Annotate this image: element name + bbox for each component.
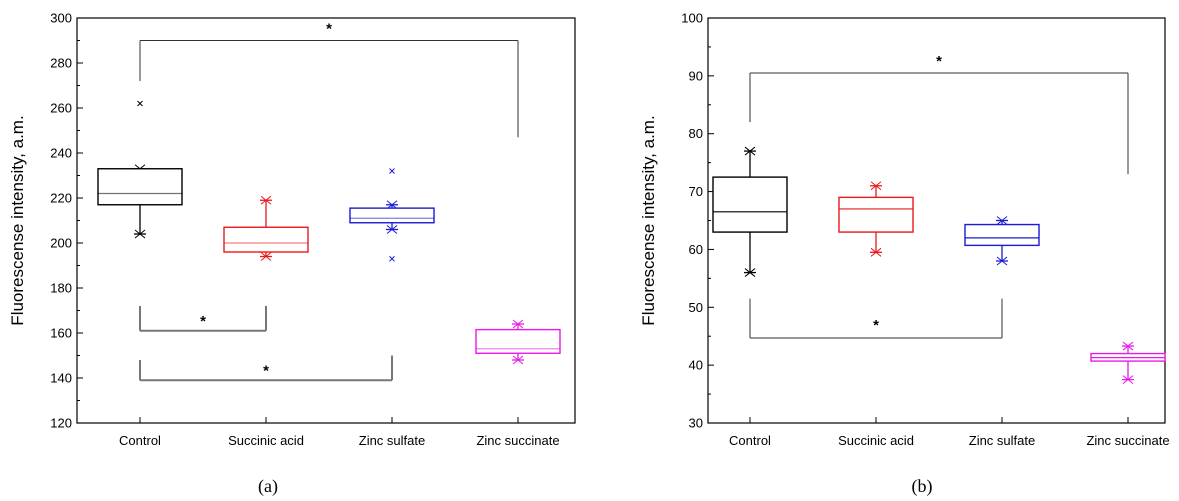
whisker-cap-mark xyxy=(870,181,882,191)
significance-star: * xyxy=(873,317,879,334)
whisker-cap-mark xyxy=(512,355,524,365)
box-zinc-succinate xyxy=(1090,341,1166,384)
x-tick-label: Zinc succinate xyxy=(476,433,559,448)
x-tick-label: Zinc sulfate xyxy=(359,433,425,448)
whisker-cap-mark xyxy=(996,256,1008,266)
panel-label: (a) xyxy=(258,476,278,497)
x-tick-label: Zinc succinate xyxy=(1086,433,1169,448)
significance-star: * xyxy=(936,53,942,70)
box-body xyxy=(97,168,183,206)
box-body xyxy=(223,226,309,253)
box-succinic-acid xyxy=(223,195,309,261)
panel-label: (b) xyxy=(912,476,933,497)
whisker-cap-mark xyxy=(1122,375,1134,384)
outlier-point xyxy=(389,168,395,174)
significance-star: * xyxy=(326,21,332,38)
significance-star: * xyxy=(200,313,206,330)
box-zinc-sulfate xyxy=(349,168,435,262)
box-succinic-acid xyxy=(838,181,914,257)
whisker-cap-mark xyxy=(1122,341,1134,351)
y-tick-label: 180 xyxy=(50,281,72,296)
panel-a: 120 140 160 180 200 220 240 260 280 300 Fluorescen… xyxy=(8,11,576,497)
outlier-point xyxy=(137,100,143,107)
y-tick-label: 50 xyxy=(689,300,703,315)
significance-bracket: * xyxy=(749,53,1129,175)
whisker-cap-mark xyxy=(512,319,524,329)
box-body xyxy=(475,328,561,354)
significance-bracket: * xyxy=(749,298,1003,339)
y-tick-label: 260 xyxy=(50,101,72,116)
y-tick-label: 80 xyxy=(689,126,703,141)
significance-bracket: * xyxy=(139,355,393,382)
whisker-cap-mark xyxy=(260,195,272,205)
whisker-cap-mark xyxy=(744,146,756,156)
significance-star: * xyxy=(263,362,269,379)
y-tick-label: 280 xyxy=(50,56,72,71)
y-tick-label: 160 xyxy=(50,326,72,341)
x-tick-label: Control xyxy=(729,433,771,448)
y-tick-label: 300 xyxy=(50,11,72,26)
y-tick-label: 60 xyxy=(689,242,703,257)
whisker-cap-mark xyxy=(996,216,1008,225)
x-tick-label: Control xyxy=(119,433,161,448)
whisker-cap-mark xyxy=(386,225,398,234)
significance-bracket: * xyxy=(139,306,267,332)
y-axis-label: Fluorescense intensity, a.m. xyxy=(639,115,658,325)
whisker-cap-mark xyxy=(260,252,272,261)
y-tick-label: 240 xyxy=(50,146,72,161)
whisker-cap-mark xyxy=(386,200,398,210)
box-zinc-sulfate xyxy=(964,216,1040,266)
box-body xyxy=(712,176,788,233)
y-tick-label: 140 xyxy=(50,371,72,386)
whisker-cap-mark xyxy=(870,247,882,257)
x-tick-label: Zinc sulfate xyxy=(969,433,1035,448)
significance-bracket: * xyxy=(139,21,519,138)
y-tick-label: 100 xyxy=(681,11,703,26)
outlier-point xyxy=(389,255,395,262)
box-control xyxy=(712,146,788,277)
plot-frame xyxy=(76,17,576,424)
panel-b: 30 40 50 60 70 80 90 100 Fluorescense intensity,… xyxy=(639,11,1170,498)
y-tick-label: 120 xyxy=(50,416,72,431)
box-control xyxy=(97,100,183,239)
y-tick-label: 90 xyxy=(689,68,703,83)
y-tick-label: 30 xyxy=(689,416,703,431)
x-tick-label: Succinic acid xyxy=(838,433,914,448)
box-body xyxy=(964,223,1040,247)
box-body xyxy=(838,196,914,233)
y-axis-label: Fluorescense intensity, a.m. xyxy=(8,115,27,325)
y-tick-label: 40 xyxy=(689,358,703,373)
whisker-cap-mark xyxy=(744,268,756,277)
box-body xyxy=(349,207,435,224)
y-tick-label: 200 xyxy=(50,236,72,251)
whisker-cap-mark xyxy=(134,229,146,239)
y-tick-label: 70 xyxy=(689,184,703,199)
box-zinc-succinate xyxy=(475,319,561,365)
y-tick-label: 220 xyxy=(50,191,72,206)
x-tick-label: Succinic acid xyxy=(228,433,304,448)
